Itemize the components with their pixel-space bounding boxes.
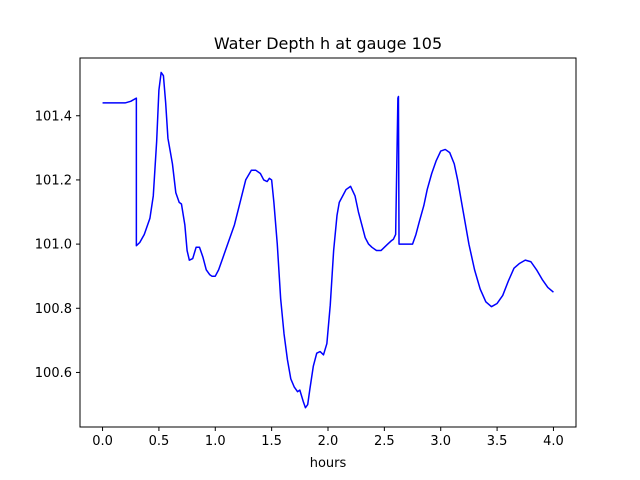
series-layer — [102, 71, 554, 409]
y-tick-label: 101.2 — [35, 173, 72, 188]
x-tick-label: 0.5 — [149, 434, 170, 449]
x-tick-label: 0.0 — [92, 434, 113, 449]
x-tick-label: 3.5 — [487, 434, 508, 449]
x-tick-label: 4.0 — [543, 434, 564, 449]
x-axis-label: hours — [310, 456, 347, 471]
x-tick-label: 3.0 — [430, 434, 451, 449]
y-tick-label: 100.6 — [35, 366, 72, 381]
y-axis: 100.6 100.8 101.0 101.2 101.4 — [35, 109, 80, 381]
y-tick-label: 100.8 — [35, 302, 72, 317]
y-tick-label: 101.0 — [35, 238, 72, 253]
chart-title: Water Depth h at gauge 105 — [214, 34, 442, 53]
x-tick-label: 2.5 — [374, 434, 395, 449]
x-tick-label: 1.5 — [261, 434, 282, 449]
y-tick-label: 101.4 — [35, 109, 72, 124]
series-line-0 — [102, 71, 554, 409]
x-tick-label: 2.0 — [318, 434, 339, 449]
x-axis: 0.0 0.5 1.0 1.5 2.0 2.5 3.0 3.5 4.0 — [92, 427, 564, 449]
x-tick-label: 1.0 — [205, 434, 226, 449]
